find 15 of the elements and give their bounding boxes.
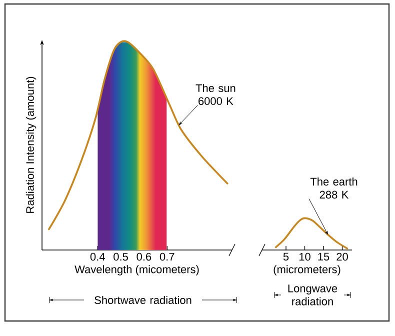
x-tick-label: 0.6 [136,252,152,261]
y-axis-title: Radiation Intensity (amount) [26,76,36,213]
x-tick-label: 0.5 [114,252,128,261]
x-tick-label: 0.4 [90,252,105,261]
x-axis-title: Wavelength (micometers) [74,265,199,276]
x-tick-label: 20 [336,252,348,261]
x-axis-title: (micrometers) [274,265,340,276]
text: Longwave radiation [288,284,338,306]
x-tick-label: 0.7 [160,252,174,261]
annotation: The sun 6000 K [196,84,236,106]
text: Shortwave radiation [94,296,192,304]
x-tick-label: 10 [299,252,310,261]
x-tick-label: 15 [318,252,330,261]
annotation: The earth 288 K [310,177,358,199]
x-tick-label: 5 [283,252,289,261]
